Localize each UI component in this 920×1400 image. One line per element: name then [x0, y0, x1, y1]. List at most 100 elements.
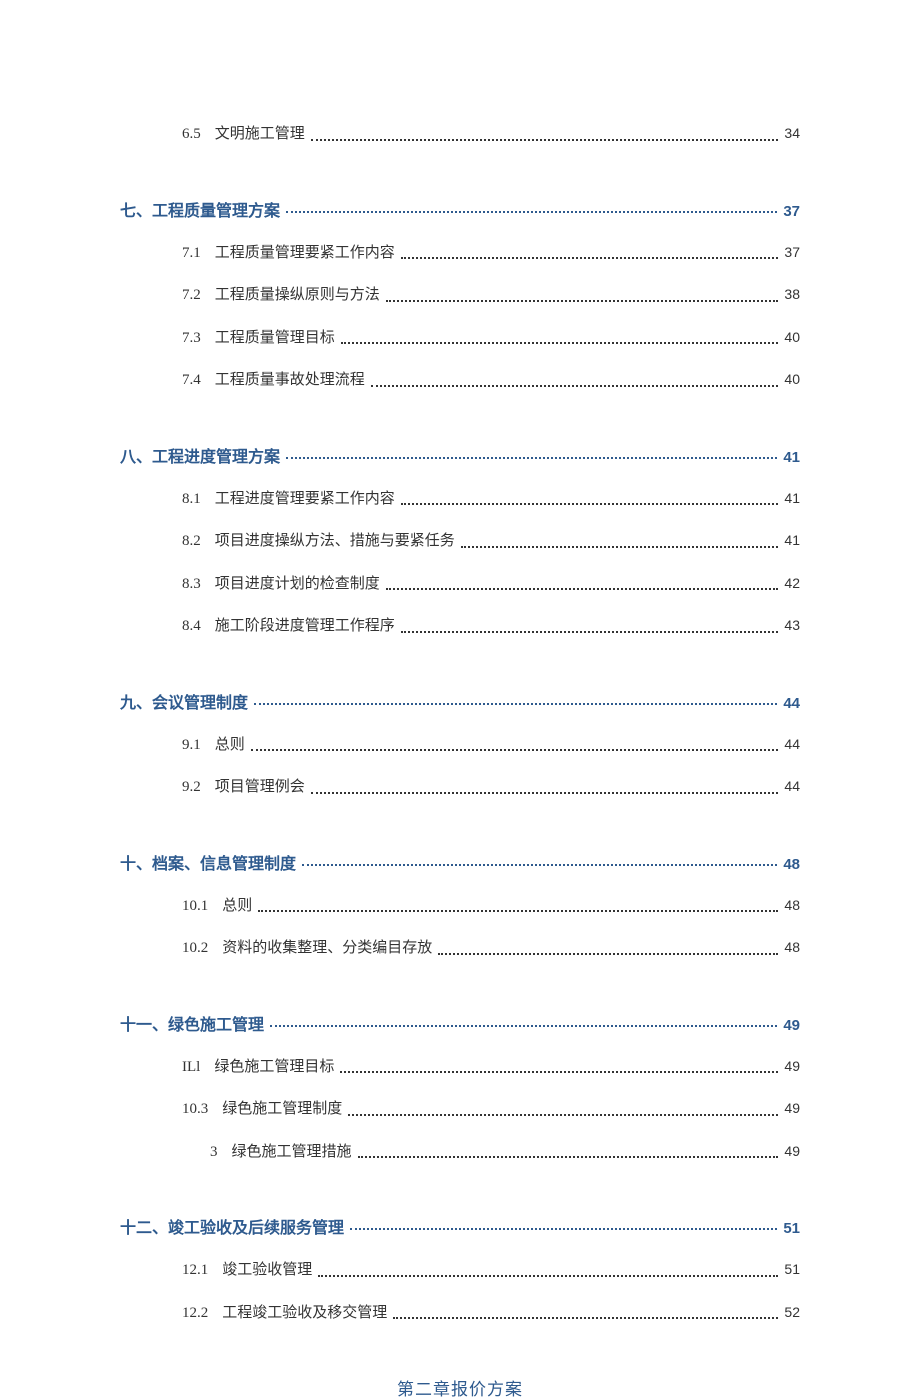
- toc-entry: 9.2项目管理例会44: [182, 773, 800, 802]
- toc-leader-dots: [340, 1071, 778, 1073]
- toc-entry-title: 九、会议管理制度: [120, 689, 248, 713]
- toc-entry-number: 12.2: [182, 1299, 208, 1328]
- toc-page-number: 43: [784, 612, 800, 639]
- toc-page-number: 40: [784, 324, 800, 351]
- toc-entry: 7.2 工程质量操纵原则与方法 38: [182, 281, 800, 310]
- toc-entry-number: 7.3: [182, 324, 201, 353]
- toc-page-number: 49: [783, 1017, 800, 1034]
- toc-page-number: 42: [784, 570, 800, 597]
- toc-entry-title: 绿色施工管理措施: [232, 1138, 352, 1167]
- toc-leader-dots: [386, 300, 779, 302]
- toc-entry-title: 十、档案、信息管理制度: [120, 850, 296, 874]
- toc-entry-title: 工程进度管理要紧工作内容: [215, 485, 395, 514]
- toc-entry-title: 文明施工管理: [215, 120, 305, 149]
- toc-leader-dots: [401, 257, 779, 259]
- toc-entry: 8.4 施工阶段进度管理工作程序 43: [182, 612, 800, 641]
- toc-entry-number: 12.1: [182, 1256, 208, 1285]
- toc-entry: 8.2 项目进度操纵方法、措施与要紧任务 41: [182, 527, 800, 556]
- toc-entry: 12.1 竣工验收管理 51: [182, 1256, 800, 1285]
- toc-leader-dots: [438, 953, 778, 955]
- toc-entry: 10.1总则48: [182, 892, 800, 921]
- toc-leader-dots: [386, 588, 779, 590]
- toc-leader-dots: [350, 1228, 777, 1230]
- toc-section-heading: 十二、竣工验收及后续服务管理 51: [120, 1214, 800, 1238]
- toc-leader-dots: [258, 910, 778, 912]
- toc-entry: 8.1工程进度管理要紧工作内容41: [182, 485, 800, 514]
- toc-entry: 12.2工程竣工验收及移交管理52: [182, 1299, 800, 1328]
- toc-page-number: 48: [784, 892, 800, 919]
- toc-page-number: 52: [784, 1299, 800, 1326]
- toc-entry: 6.5文明施工管理34: [182, 120, 800, 149]
- toc-entry: ILl绿色施工管理目标49: [182, 1053, 800, 1082]
- toc-entry-number: 10.3: [182, 1095, 208, 1124]
- toc-entry-number: 6.5: [182, 120, 201, 149]
- toc-leader-dots: [311, 139, 779, 141]
- toc-entry-number: 8.2: [182, 527, 201, 556]
- toc-page-number: 51: [783, 1220, 800, 1237]
- toc-page-number: 49: [784, 1095, 800, 1122]
- toc-entry-title: 总则: [222, 892, 252, 921]
- toc-entry-title: 绿色施工管理制度: [222, 1095, 342, 1124]
- toc-entry-number: 7.4: [182, 366, 201, 395]
- toc-page-number: 49: [784, 1053, 800, 1080]
- toc-entry-title: 十二、竣工验收及后续服务管理: [120, 1214, 344, 1238]
- toc-leader-dots: [348, 1114, 778, 1116]
- toc-entry-number: 8.1: [182, 485, 201, 514]
- toc-leader-dots: [461, 546, 779, 548]
- toc-entry: 7.1工程质量管理要紧工作内容37: [182, 239, 800, 268]
- toc-entry-number: 8.4: [182, 612, 201, 641]
- toc-leader-dots: [251, 749, 779, 751]
- toc-leader-dots: [311, 792, 779, 794]
- toc-leader-dots: [401, 503, 779, 505]
- toc-section-heading: 十、档案、信息管理制度48: [120, 850, 800, 874]
- toc-section-heading: 七、工程质量管理方案 37: [120, 197, 800, 221]
- toc-entry-title: 工程质量操纵原则与方法: [215, 281, 380, 310]
- toc-entry-title: 八、工程进度管理方案: [120, 443, 280, 467]
- toc-entry-title: 工程质量管理要紧工作内容: [215, 239, 395, 268]
- toc-entry-title: 总则: [215, 731, 245, 760]
- toc-entry-number: 8.3: [182, 570, 201, 599]
- toc-entry-title: 绿色施工管理目标: [214, 1053, 334, 1082]
- toc-page-number: 48: [784, 934, 800, 961]
- toc-page-number: 37: [784, 239, 800, 266]
- toc-entry-number: 9.1: [182, 731, 201, 760]
- toc-page-number: 38: [784, 281, 800, 308]
- toc-entry-title: 项目进度计划的检查制度: [215, 570, 380, 599]
- toc-entry: 8.3 项目进度计划的检查制度 42: [182, 570, 800, 599]
- toc-entry-title: 七、工程质量管理方案: [120, 197, 280, 221]
- toc-leader-dots: [393, 1317, 778, 1319]
- toc-entry: 7.3 工程质量管理目标 40: [182, 324, 800, 353]
- toc-page-number: 37: [783, 203, 800, 220]
- toc-entry: 7.4 工程质量事故处理流程 40: [182, 366, 800, 395]
- table-of-contents: 6.5文明施工管理34七、工程质量管理方案377.1工程质量管理要紧工作内容37…: [120, 120, 800, 1327]
- toc-leader-dots: [302, 864, 777, 866]
- toc-entry-number: 9.2: [182, 773, 201, 802]
- toc-section-heading: 九、会议管理制度 44: [120, 689, 800, 713]
- toc-leader-dots: [401, 631, 779, 633]
- toc-entry-title: 项目管理例会: [215, 773, 305, 802]
- toc-page-number: 41: [784, 527, 800, 554]
- toc-leader-dots: [341, 342, 779, 344]
- toc-entry: 10.2资料的收集整理、分类编目存放48: [182, 934, 800, 963]
- toc-page-number: 51: [784, 1256, 800, 1283]
- toc-page-number: 44: [784, 731, 800, 758]
- toc-entry-title: 项目进度操纵方法、措施与要紧任务: [215, 527, 455, 556]
- toc-section-heading: 八、工程进度管理方案 41: [120, 443, 800, 467]
- toc-entry-title: 工程质量事故处理流程: [215, 366, 365, 395]
- toc-leader-dots: [270, 1025, 777, 1027]
- toc-page-number: 49: [784, 1138, 800, 1165]
- toc-entry-title: 施工阶段进度管理工作程序: [215, 612, 395, 641]
- toc-entry: 10.3 绿色施工管理制度 49: [182, 1095, 800, 1124]
- toc-entry: 3绿色施工管理措施49: [210, 1138, 800, 1167]
- toc-entry-title: 竣工验收管理: [222, 1256, 312, 1285]
- toc-leader-dots: [318, 1275, 778, 1277]
- toc-page-number: 41: [783, 449, 800, 466]
- toc-entry-title: 十一、绿色施工管理: [120, 1011, 264, 1035]
- toc-page-number: 44: [783, 695, 800, 712]
- toc-leader-dots: [286, 457, 777, 459]
- toc-entry-number: 7.2: [182, 281, 201, 310]
- chapter-title: 第二章报价方案: [120, 1375, 800, 1400]
- toc-leader-dots: [371, 385, 779, 387]
- toc-page-number: 40: [784, 366, 800, 393]
- toc-entry-title: 工程质量管理目标: [215, 324, 335, 353]
